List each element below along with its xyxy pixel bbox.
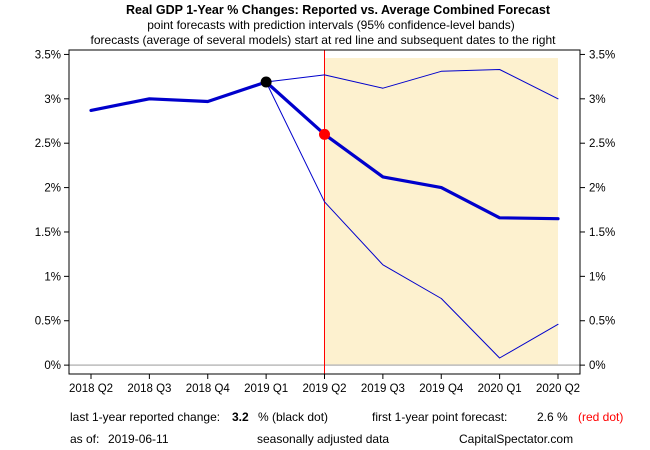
x-tick-label: 2019 Q3 (361, 383, 405, 395)
as-of-date: 2019-06-11 (108, 432, 169, 446)
forecast-dot (319, 128, 330, 140)
y-tick-label-right: 0% (589, 360, 606, 372)
reported-line (89, 80, 268, 113)
y-tick-label-right: 3% (589, 94, 606, 106)
dot-layer (260, 76, 330, 140)
y-tick-label-left: 3% (44, 94, 61, 106)
x-tick-label: 2019 Q2 (302, 383, 346, 395)
y-tick-label-right: 1% (589, 271, 606, 283)
forecast-region-layer (69, 50, 580, 374)
x-tick-label: 2018 Q4 (186, 383, 231, 395)
series-layer (89, 69, 560, 359)
y-tick-label-right: 2.5% (589, 138, 615, 150)
lower-band-line (265, 81, 559, 359)
y-tick-label-left: 3.5% (35, 49, 61, 61)
x-tick-label: 2020 Q1 (478, 383, 522, 395)
y-tick-label-right: 0.5% (589, 316, 615, 328)
reported-change-value: 3.2 (232, 410, 249, 424)
y-tick-label-left: 0% (44, 360, 61, 372)
y-tick-label-left: 2.5% (35, 138, 61, 150)
seasonal-adjustment-note: seasonally adjusted data (257, 432, 389, 446)
y-tick-label-right: 1.5% (589, 227, 615, 239)
y-tick-label-left: 1.5% (35, 227, 61, 239)
upper-band-line (265, 69, 559, 100)
chart-subtitle-1: point forecasts with prediction interval… (147, 18, 515, 32)
forecast-line (264, 80, 560, 221)
y-tick-label-right: 3.5% (589, 49, 615, 61)
x-axis: 2018 Q2 2018 Q3 2018 Q4 2019 Q1 2019 Q2 2019 … (69, 374, 580, 395)
source-credit: CapitalSpectator.com (459, 432, 573, 446)
y-tick-label-left: 2% (44, 183, 61, 195)
y-tick-label-left: 1% (44, 271, 61, 283)
x-tick-label: 2019 Q1 (244, 383, 288, 395)
first-forecast-suffix: (red dot) (578, 410, 623, 424)
x-tick-label: 2018 Q3 (127, 383, 171, 395)
x-tick-label: 2019 Q4 (419, 383, 464, 395)
chart-title: Real GDP 1-Year % Changes: Reported vs. … (126, 3, 551, 17)
y-tick-label-right: 2% (589, 183, 606, 195)
y-axis-right: 0% 0.5% 1% 1.5% 2% 2.5% 3% 3.5% (580, 49, 615, 372)
y-tick-label-left: 0.5% (35, 316, 61, 328)
reported-change-suffix: % (black dot) (258, 410, 328, 424)
y-axis-left: 0% 0.5% 1% 1.5% 2% 2.5% 3% 3.5% (35, 49, 69, 372)
reported-dot (260, 76, 272, 88)
first-forecast-label: first 1-year point forecast: (372, 410, 507, 424)
chart-subtitle-2: forecasts (average of several models) st… (91, 33, 557, 47)
as-of-label: as of: (70, 432, 99, 446)
forecast-region (324, 58, 558, 366)
first-forecast-value: 2.6 % (537, 410, 568, 424)
reported-change-label: last 1-year reported change: (70, 410, 220, 424)
x-tick-label: 2020 Q2 (536, 383, 580, 395)
x-tick-label: 2018 Q2 (69, 383, 113, 395)
